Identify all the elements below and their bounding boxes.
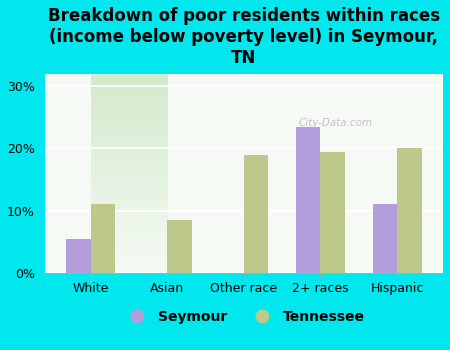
Bar xyxy=(397,148,422,273)
Bar xyxy=(373,204,397,273)
Bar xyxy=(296,127,320,273)
Text: City-Data.com: City-Data.com xyxy=(298,119,373,128)
Bar xyxy=(244,155,268,273)
Bar xyxy=(66,239,90,273)
Bar xyxy=(320,152,345,273)
Legend: Seymour, Tennessee: Seymour, Tennessee xyxy=(117,305,370,330)
Title: Breakdown of poor residents within races
(income below poverty level) in Seymour: Breakdown of poor residents within races… xyxy=(48,7,440,66)
Bar xyxy=(90,204,115,273)
Bar xyxy=(167,220,192,273)
